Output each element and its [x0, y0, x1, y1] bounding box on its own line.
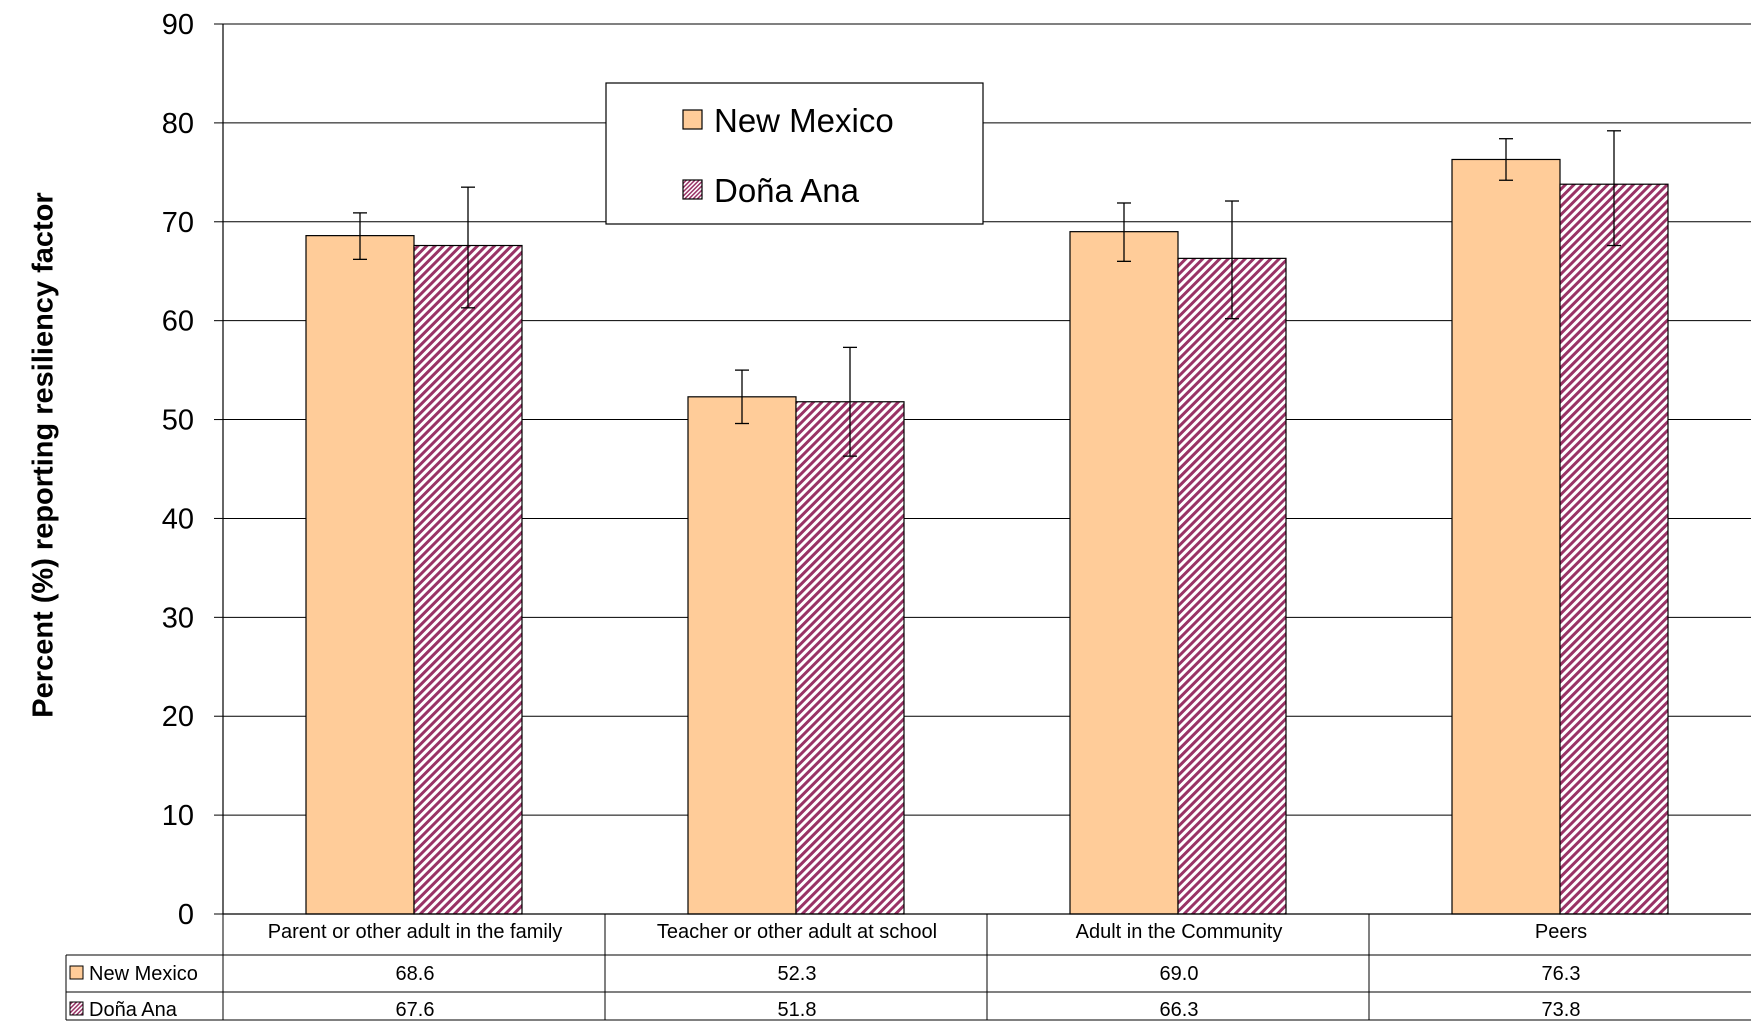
y-tick-label: 10 — [162, 800, 194, 832]
table-cell: 52.3 — [778, 963, 817, 985]
table-category-label: Peers — [1535, 921, 1587, 943]
y-tick-label: 90 — [162, 9, 194, 41]
table-swatch-new-mexico — [69, 965, 84, 980]
table-category-label: Teacher or other adult at school — [657, 921, 937, 943]
legend-swatch-dona-ana — [682, 179, 703, 200]
bar-dona-ana — [1177, 257, 1287, 915]
table-cell: 73.8 — [1542, 999, 1581, 1021]
y-tick-label: 70 — [162, 207, 194, 239]
legend-label-dona-ana: Doña Ana — [714, 172, 860, 209]
y-axis-title: Percent (%) reporting resiliency factor — [28, 192, 60, 717]
legend-swatch-new-mexico — [682, 109, 703, 130]
data-table: Parent or other adult in the family Teac… — [65, 913, 1751, 1021]
error-bars — [353, 130, 1621, 457]
legend-label-new-mexico: New Mexico — [714, 102, 894, 139]
table-swatch-dona-ana — [69, 1001, 84, 1016]
table-cell: 51.8 — [778, 999, 817, 1021]
y-tick-label: 0 — [178, 899, 194, 931]
y-tick-label: 80 — [162, 108, 194, 140]
bars — [305, 158, 1669, 915]
table-series-label-new-mexico: New Mexico — [89, 963, 198, 985]
bar-dona-ana — [413, 244, 523, 915]
bar-new-mexico — [1451, 158, 1561, 915]
table-cell: 67.6 — [396, 999, 435, 1021]
bar-new-mexico — [305, 235, 415, 915]
y-axis-ticks: 0 10 20 30 40 50 60 70 80 90 — [162, 9, 223, 931]
table-cell: 69.0 — [1160, 963, 1199, 985]
y-tick-label: 40 — [162, 503, 194, 535]
bar-dona-ana — [1559, 183, 1669, 915]
table-category-label: Adult in the Community — [1076, 921, 1283, 943]
table-series-label-dona-ana: Doña Ana — [89, 999, 178, 1021]
bar-new-mexico — [1069, 231, 1179, 915]
table-cell: 66.3 — [1160, 999, 1199, 1021]
table-category-label: Parent or other adult in the family — [268, 921, 563, 943]
y-tick-label: 30 — [162, 602, 194, 634]
legend: New Mexico Doña Ana — [605, 82, 984, 225]
y-tick-label: 50 — [162, 405, 194, 437]
legend-box — [605, 82, 984, 225]
table-cell: 68.6 — [396, 963, 435, 985]
bar-dona-ana — [795, 401, 905, 915]
y-tick-label: 20 — [162, 701, 194, 733]
table-cell: 76.3 — [1542, 963, 1581, 985]
y-tick-label: 60 — [162, 306, 194, 338]
bar-new-mexico — [687, 396, 797, 915]
